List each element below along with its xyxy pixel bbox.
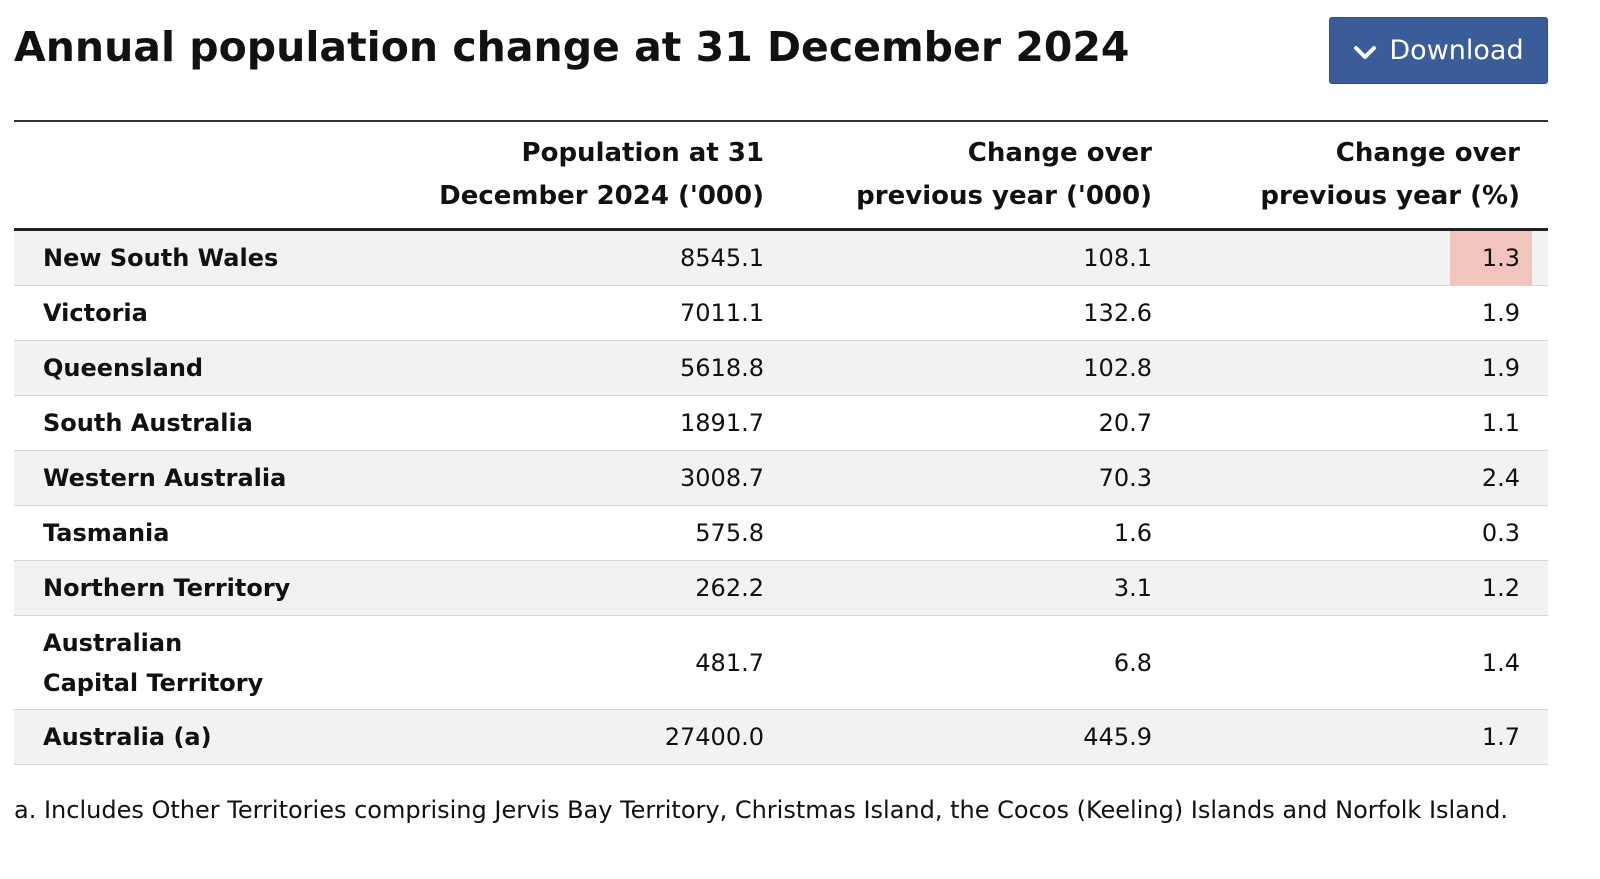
cell-change: 6.8 <box>1113 648 1152 677</box>
cell-spacer <box>1520 396 1548 451</box>
cell-population: 27400.0 <box>664 723 764 751</box>
population-table: Population at 31 December 2024 ('000) Ch… <box>14 120 1548 765</box>
cell-spacer <box>1520 710 1548 765</box>
cell-population: 481.7 <box>695 648 764 677</box>
cell-spacer <box>1520 341 1548 396</box>
cell-region: Queensland <box>43 354 204 382</box>
cell-change: 108.1 <box>1083 244 1152 272</box>
cell-change: 3.1 <box>1113 574 1152 602</box>
page-title: Annual population change at 31 December … <box>14 23 1130 71</box>
cell-population: 3008.7 <box>680 464 764 492</box>
header-region <box>14 121 314 230</box>
cell-change-pct: 1.9 <box>1481 354 1520 382</box>
chevron-down-icon <box>1353 45 1377 61</box>
cell-change: 70.3 <box>1098 464 1152 492</box>
cell-region: Northern Territory <box>43 574 291 602</box>
table-row: Australia (a) 27400.0 445.9 1.7 <box>14 709 1548 765</box>
cell-change-pct: 1.3 <box>1152 230 1532 286</box>
cell-change-pct: 0.3 <box>1481 519 1520 547</box>
cell-population: 7011.1 <box>680 299 764 327</box>
cell-change: 1.6 <box>1113 519 1152 547</box>
header-spacer <box>1520 121 1548 230</box>
header-change-pct: Change over previous year (%) <box>1152 121 1520 230</box>
cell-change-pct: 1.9 <box>1481 299 1520 327</box>
header-text: Change over previous year (%) <box>1260 138 1520 211</box>
cell-region-text: Australian Capital Territory <box>43 628 264 697</box>
cell-spacer <box>1520 451 1548 506</box>
table-row: Northern Territory 262.2 3.1 1.2 <box>14 560 1548 616</box>
cell-change: 20.7 <box>1098 409 1152 437</box>
cell-population: 1891.7 <box>680 409 764 437</box>
cell-region: Victoria <box>43 299 148 327</box>
table-row: Western Australia 3008.7 70.3 2.4 <box>14 450 1548 506</box>
header-text: Population at 31 December 2024 ('000) <box>439 138 764 211</box>
cell-change-pct: 1.7 <box>1481 723 1520 751</box>
table-row: Tasmania 575.8 1.6 0.3 <box>14 506 1548 561</box>
cell-change-pct: 1.2 <box>1481 574 1520 602</box>
header-change: Change over previous year ('000) <box>764 121 1152 230</box>
cell-change: 102.8 <box>1083 354 1152 382</box>
header-population: Population at 31 December 2024 ('000) <box>314 121 764 230</box>
download-button[interactable]: Download <box>1329 17 1548 84</box>
cell-spacer <box>1520 561 1548 616</box>
cell-region: Tasmania <box>43 519 170 547</box>
cell-change-pct: 1.4 <box>1481 648 1520 677</box>
table-row: South Australia 1891.7 20.7 1.1 <box>14 396 1548 451</box>
table-row: New South Wales 8545.1 108.1 1.3 <box>14 229 1548 286</box>
cell-population: 5618.8 <box>680 354 764 382</box>
cell-spacer <box>1520 616 1548 710</box>
cell-population: 262.2 <box>695 574 764 602</box>
cell-region: Australia (a) <box>43 723 212 751</box>
cell-region: Western Australia <box>43 464 287 492</box>
cell-change: 132.6 <box>1083 299 1152 327</box>
cell-population: 8545.1 <box>680 244 764 272</box>
table-header-row: Population at 31 December 2024 ('000) Ch… <box>14 121 1548 230</box>
header-text: Change over previous year ('000) <box>856 138 1152 211</box>
highlighted-value: 1.3 <box>1449 231 1532 285</box>
cell-region: South Australia <box>43 409 253 437</box>
table-body: New South Wales 8545.1 108.1 1.3 Victoria 701… <box>14 229 1548 765</box>
cell-spacer <box>1520 286 1548 341</box>
cell-change-pct: 2.4 <box>1481 464 1520 492</box>
table-row: Australian Capital Territory 481.7 6.8 1.4 <box>14 616 1548 710</box>
cell-region: New South Wales <box>43 244 279 272</box>
cell-region: Australian Capital Territory <box>14 616 314 710</box>
download-button-label: Download <box>1389 35 1524 66</box>
cell-change-pct: 1.1 <box>1481 409 1520 437</box>
table-row: Queensland 5618.8 102.8 1.9 <box>14 340 1548 396</box>
cell-spacer <box>1520 506 1548 561</box>
footnote: a. Includes Other Territories comprising… <box>14 796 1508 824</box>
cell-population: 575.8 <box>695 519 764 547</box>
cell-change: 445.9 <box>1083 723 1152 751</box>
table-row: Victoria 7011.1 132.6 1.9 <box>14 286 1548 341</box>
